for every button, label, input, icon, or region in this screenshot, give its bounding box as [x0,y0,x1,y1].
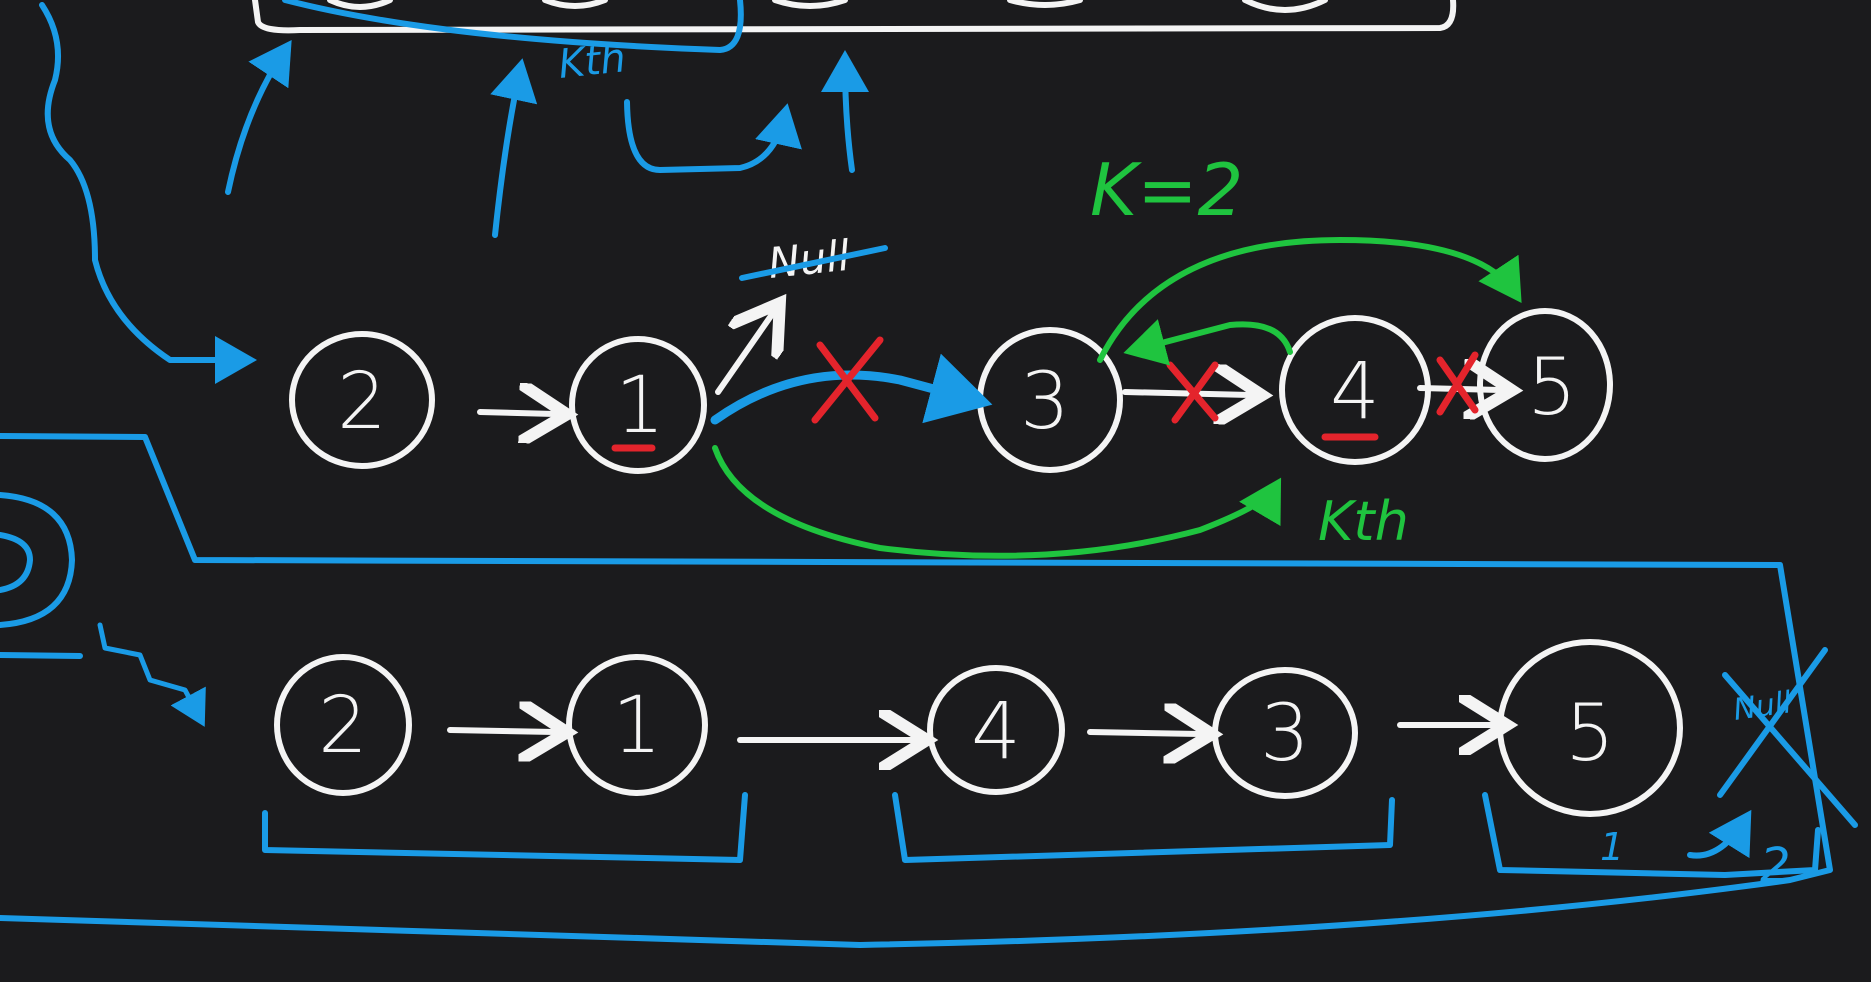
upper-arrow-0-1 [477,412,555,414]
lower-node-1-value: 1 [612,681,662,771]
lower-node-4: 5 [1497,639,1683,817]
lower-node-3-value: 3 [1260,689,1310,779]
lower-arrow-2-3 [1087,732,1200,734]
upper-node-4-value: 5 [1527,343,1577,433]
top-kth-label: Kth [556,35,628,88]
green-arrows: Kth [712,237,1522,559]
lower-node-1: 1 [566,654,708,796]
top-blue-arrows: Kth [225,35,870,238]
upper-node-3-value: 4 [1330,347,1380,437]
upper-arrow-1-null [715,313,773,395]
step-two-label: 2 [1760,838,1791,894]
null-struck-lower: Null [1717,647,1858,828]
lower-node-0: 2 [274,654,412,796]
null-struck-upper: Null [739,231,888,288]
upper-node-1: 1 [569,336,707,474]
k-equals-label: K=2 [1090,148,1243,232]
upper-arrow-2-3 [1122,392,1250,395]
k-equals-two-annotation: K=2 [1090,148,1243,232]
upper-node-4: 5 [1477,308,1613,462]
lower-node-2: 4 [927,665,1065,795]
blue-enclosure [0,433,1833,948]
step-one-label: 1 [1600,825,1624,869]
top-partial-list-box [252,0,1457,53]
lower-node-3: 3 [1212,667,1358,799]
upper-node-2: 3 [977,327,1123,473]
upper-node-0: 2 [289,331,435,469]
left-blue-arrow-to-upper [39,2,257,384]
blue-link-1-to-3 [710,336,993,425]
lower-group-brackets [262,792,1821,878]
lower-blue-arrow [97,622,206,727]
lower-node-2-value: 4 [971,687,1021,777]
lower-linked-list: 2 1 4 3 5 [274,639,1683,817]
upper-node-3: 4 [1279,315,1431,465]
cut-marks [1166,351,1479,424]
upper-node-0-value: 2 [337,357,387,447]
step-annotation: 1 2 [1600,809,1791,894]
upper-linked-list: 2 1 3 4 5 [289,308,1613,474]
lower-arrow-0-1 [447,730,555,732]
upper-node-2-value: 3 [1020,357,1070,447]
lower-node-0-value: 2 [318,681,368,771]
upper-node-1-value: 1 [615,361,665,451]
kth-green-label: Kth [1318,490,1409,553]
lower-node-4-value: 5 [1565,689,1615,779]
